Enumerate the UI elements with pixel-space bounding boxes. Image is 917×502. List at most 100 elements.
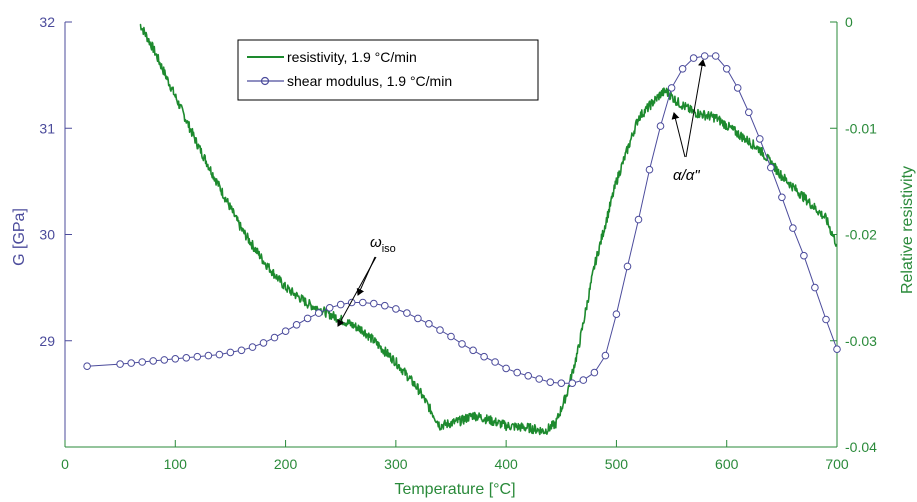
series-shear-modulus-point: [403, 309, 411, 317]
x-tick-label: 500: [605, 456, 629, 472]
series-shear-modulus-point: [568, 379, 577, 388]
series-shear-modulus-point: [590, 368, 599, 377]
series-shear-modulus-point: [160, 356, 169, 364]
x-tick-label: 300: [384, 456, 408, 472]
series-shear-modulus-point: [149, 357, 157, 365]
series-shear-modulus-point: [116, 360, 124, 368]
series-shear-modulus-point: [833, 345, 841, 354]
series-shear-modulus-point: [83, 362, 91, 371]
x-axis: 0 100 200 300 400 500 600 700: [61, 440, 849, 472]
series-shear-modulus-point: [359, 298, 367, 307]
series-shear-modulus-point: [270, 333, 279, 342]
legend-label-shear: shear modulus, 1.9 °C/min: [287, 73, 452, 89]
series-shear-modulus-point: [381, 301, 389, 310]
series-shear-modulus-point: [469, 346, 477, 355]
y-left-tick-label: 32: [39, 14, 55, 30]
legend: resistivity, 1.9 °C/min shear modulus, 1…: [237, 39, 539, 101]
series-shear-modulus-point: [678, 65, 687, 73]
series-shear-modulus-point: [447, 332, 455, 341]
series-shear-modulus-point: [667, 84, 676, 92]
series-shear-modulus-point: [513, 368, 522, 377]
x-tick-label: 0: [61, 456, 69, 472]
series-resistivity-line: [139, 23, 838, 436]
y-right-tick-label: -0.04: [845, 439, 877, 455]
series-shear-modulus-line: [87, 55, 838, 384]
series-shear-modulus-point: [700, 52, 709, 60]
annotation-omega-subscript: iso: [382, 243, 396, 255]
series-shear-modulus-point: [292, 321, 301, 329]
series-shear-modulus-point: [414, 314, 422, 323]
y-right-tick-label: -0.03: [845, 333, 877, 349]
series-shear-modulus-point: [436, 326, 444, 334]
series-shear-modulus-point: [303, 314, 312, 323]
series-shear-modulus-point: [535, 375, 544, 383]
annotation-omega-symbol: ω: [370, 234, 382, 251]
x-tick-label: 700: [825, 456, 849, 472]
series-shear-modulus-point: [656, 122, 665, 130]
series-shear-modulus-point: [800, 251, 808, 260]
annotations: ωiso α/α": [337, 59, 706, 327]
series-shear-modulus-point: [601, 351, 610, 360]
series-shear-modulus-point: [370, 299, 378, 308]
x-tick-label: 600: [715, 456, 739, 472]
y-left-tick-label: 31: [39, 120, 55, 136]
x-tick-label: 400: [494, 456, 518, 472]
series-shear-modulus-point: [745, 108, 753, 117]
series-shear-modulus-point: [325, 304, 334, 312]
series-shear-modulus-point: [711, 52, 720, 60]
series-shear-modulus-point: [281, 327, 290, 336]
series-shear-modulus-point: [314, 309, 323, 317]
x-tick-label: 100: [164, 456, 188, 472]
series-shear-modulus-point: [557, 379, 566, 388]
plot-series: [83, 23, 841, 436]
series-shear-modulus-point: [171, 355, 180, 363]
arrow-alpha-1: [671, 112, 686, 158]
series-shear-modulus-point: [645, 165, 654, 174]
arrow-alpha-2: [685, 59, 706, 158]
series-shear-modulus-point: [237, 346, 246, 355]
series-shear-modulus-point: [811, 283, 819, 292]
series-shear-modulus-point: [392, 305, 400, 313]
legend-box: [237, 39, 539, 101]
series-shear-modulus-point: [204, 351, 213, 360]
y-axis-left: 29 30 31 32: [39, 14, 72, 349]
series-shear-modulus-point: [182, 354, 191, 362]
series-shear-modulus-point: [336, 300, 345, 309]
series-shear-modulus-point: [524, 372, 533, 380]
series-shear-modulus-point: [259, 339, 268, 347]
y-left-tick-label: 29: [39, 333, 55, 349]
series-shear-modulus-point: [733, 84, 742, 92]
series-shear-modulus-point: [226, 348, 235, 357]
x-tick-label: 200: [274, 456, 298, 472]
series-shear-modulus-point: [789, 224, 797, 232]
series-shear-modulus-point: [612, 310, 621, 319]
series-shear-modulus-point: [778, 193, 786, 202]
series-shear-modulus-point: [193, 352, 202, 361]
annotation-alpha: α/α": [673, 167, 700, 184]
series-shear-modulus-point: [215, 350, 224, 359]
series-shear-modulus-point: [127, 359, 135, 367]
y-axis-right-label: Relative resistivity: [899, 166, 916, 294]
series-shear-modulus-point: [767, 163, 775, 172]
series-shear-modulus-point: [425, 320, 433, 328]
arrow-omega-2: [337, 256, 377, 327]
y-axis-right: 0 -0.01 -0.02 -0.03 -0.04: [830, 14, 877, 455]
series-shear-modulus-point: [480, 352, 488, 361]
y-right-tick-label: -0.01: [845, 120, 877, 136]
series-shear-modulus-point: [634, 215, 643, 224]
series-shear-modulus-point: [579, 376, 588, 384]
series-shear-modulus-point: [458, 340, 466, 348]
series-shear-modulus-point: [689, 54, 698, 62]
y-left-tick-label: 30: [39, 227, 55, 243]
series-shear-modulus-point: [248, 343, 257, 351]
y-axis-left-label: G [GPa]: [11, 208, 28, 266]
annotation-omega-iso: ωiso: [370, 234, 396, 255]
series-shear-modulus-point: [623, 262, 632, 271]
y-right-tick-label: 0: [845, 14, 853, 30]
series-shear-modulus-point: [756, 135, 764, 143]
series-shear-modulus-point: [722, 65, 731, 73]
y-right-tick-label: -0.02: [845, 227, 877, 243]
series-shear-modulus-point: [491, 358, 499, 366]
series-shear-modulus-point: [822, 315, 830, 324]
